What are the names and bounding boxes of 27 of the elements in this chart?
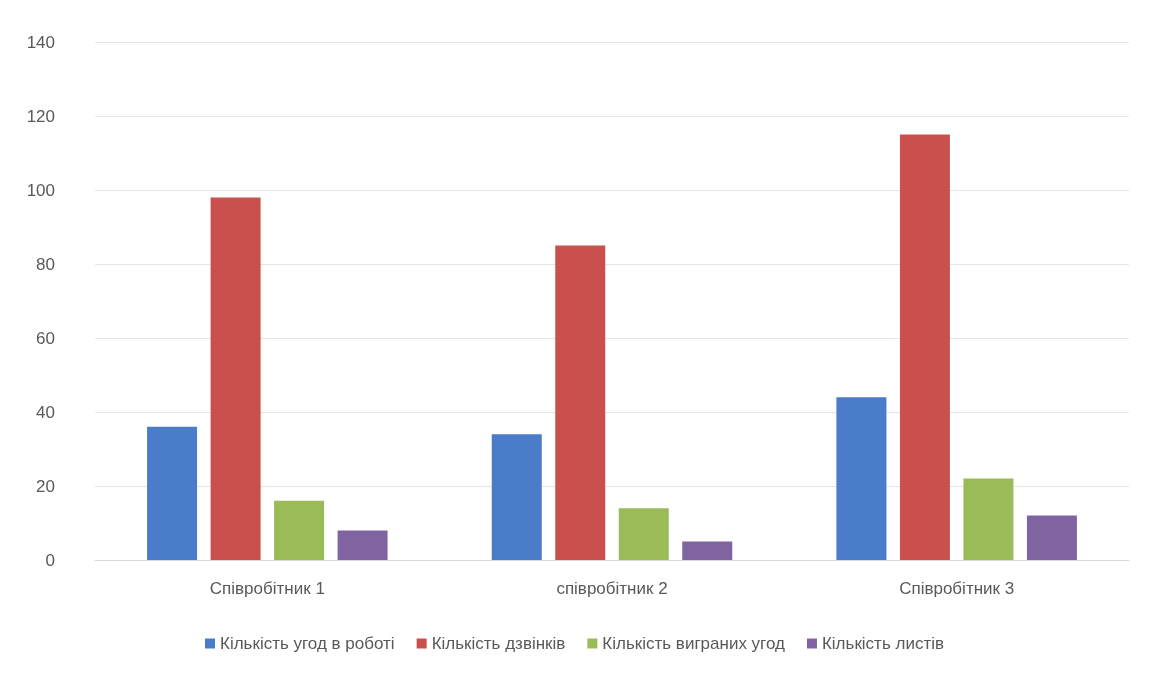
legend-label: Кількість угод в роботі: [220, 634, 395, 653]
bar: [963, 478, 1014, 560]
bar: [836, 397, 887, 560]
bar: [555, 245, 606, 560]
bar: [337, 530, 388, 560]
y-tick-label: 140: [26, 32, 55, 52]
bar: [210, 197, 261, 560]
bar: [682, 541, 733, 560]
bar: [899, 134, 950, 560]
x-tick-label: Співробітник 3: [899, 579, 1015, 598]
x-tick-label: Співробітник 1: [209, 579, 325, 598]
y-tick-label: 80: [36, 254, 55, 274]
y-tick-label: 100: [26, 180, 55, 200]
bar: [274, 500, 325, 560]
y-tick-label: 60: [36, 328, 55, 348]
legend-label: Кількість виграних угод: [602, 634, 786, 653]
bar: [1026, 515, 1077, 560]
bar: [618, 508, 669, 560]
legend-label: Кількість дзвінків: [431, 634, 566, 653]
legend-label: Кількість листів: [821, 634, 944, 653]
x-tick-label: співробітник 2: [556, 579, 668, 598]
y-tick-label: 20: [36, 476, 55, 496]
y-tick-label: 120: [26, 106, 55, 126]
y-tick-label: 0: [45, 550, 55, 570]
bar: [491, 434, 542, 560]
bar: [147, 426, 198, 560]
y-tick-label: 40: [36, 402, 55, 422]
